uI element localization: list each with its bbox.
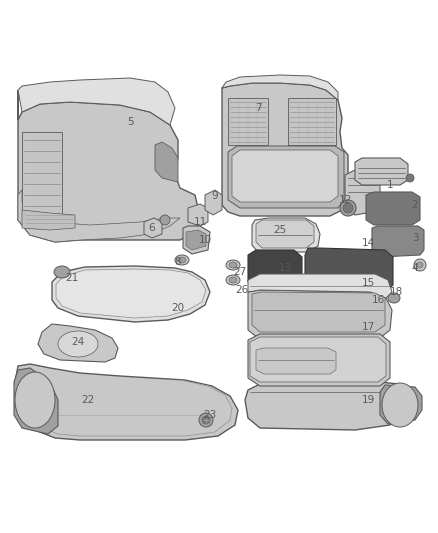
Polygon shape xyxy=(183,226,210,254)
Polygon shape xyxy=(222,83,348,216)
Polygon shape xyxy=(228,98,268,145)
Text: 20: 20 xyxy=(171,303,184,313)
Polygon shape xyxy=(228,146,344,208)
Text: 27: 27 xyxy=(233,267,247,277)
Polygon shape xyxy=(372,226,424,257)
Ellipse shape xyxy=(343,203,353,213)
Polygon shape xyxy=(18,90,200,242)
Polygon shape xyxy=(232,150,338,202)
Text: 8: 8 xyxy=(175,257,181,267)
Polygon shape xyxy=(38,324,118,362)
Text: 2: 2 xyxy=(412,200,418,210)
Polygon shape xyxy=(250,337,386,382)
Text: 9: 9 xyxy=(212,191,218,201)
Polygon shape xyxy=(366,192,420,225)
Polygon shape xyxy=(380,385,422,424)
Text: 17: 17 xyxy=(361,322,374,332)
Ellipse shape xyxy=(417,262,423,268)
Text: 12: 12 xyxy=(339,195,352,205)
Polygon shape xyxy=(22,132,62,225)
Polygon shape xyxy=(52,266,210,322)
Ellipse shape xyxy=(175,255,189,265)
Ellipse shape xyxy=(229,262,237,268)
Ellipse shape xyxy=(382,383,418,427)
Polygon shape xyxy=(222,75,338,100)
Text: 19: 19 xyxy=(361,395,374,405)
Ellipse shape xyxy=(199,413,213,427)
Ellipse shape xyxy=(160,215,170,225)
Ellipse shape xyxy=(406,174,414,182)
Text: 6: 6 xyxy=(148,223,155,233)
Polygon shape xyxy=(252,218,320,252)
Polygon shape xyxy=(248,334,390,386)
Ellipse shape xyxy=(202,416,210,424)
Ellipse shape xyxy=(226,275,240,285)
Polygon shape xyxy=(248,274,392,298)
Text: 4: 4 xyxy=(412,263,418,273)
Polygon shape xyxy=(355,158,408,185)
Text: 23: 23 xyxy=(203,410,217,420)
Polygon shape xyxy=(305,248,393,292)
Text: 14: 14 xyxy=(361,238,374,248)
Text: 22: 22 xyxy=(81,395,95,405)
Ellipse shape xyxy=(226,260,240,270)
Ellipse shape xyxy=(388,293,400,303)
Polygon shape xyxy=(252,292,385,332)
Text: 24: 24 xyxy=(71,337,85,347)
Ellipse shape xyxy=(178,257,186,263)
Polygon shape xyxy=(144,218,162,238)
Ellipse shape xyxy=(229,277,237,283)
Polygon shape xyxy=(14,368,58,434)
Ellipse shape xyxy=(15,372,55,428)
Text: 25: 25 xyxy=(273,225,286,235)
Polygon shape xyxy=(155,142,178,182)
Polygon shape xyxy=(345,170,380,215)
Text: 26: 26 xyxy=(235,285,249,295)
Text: 13: 13 xyxy=(279,263,292,273)
Polygon shape xyxy=(288,98,336,145)
Ellipse shape xyxy=(54,266,70,278)
Ellipse shape xyxy=(58,331,98,357)
Text: 5: 5 xyxy=(127,117,133,127)
Text: 18: 18 xyxy=(389,287,403,297)
Polygon shape xyxy=(22,210,75,230)
Polygon shape xyxy=(188,204,208,226)
Polygon shape xyxy=(248,250,302,288)
Ellipse shape xyxy=(414,259,426,271)
Polygon shape xyxy=(256,348,336,374)
Polygon shape xyxy=(205,190,222,215)
Polygon shape xyxy=(256,220,314,248)
Text: 15: 15 xyxy=(361,278,374,288)
Ellipse shape xyxy=(340,200,356,216)
Text: 1: 1 xyxy=(387,180,393,190)
Polygon shape xyxy=(248,290,392,338)
Polygon shape xyxy=(56,269,206,318)
Text: 7: 7 xyxy=(254,103,261,113)
Polygon shape xyxy=(18,190,180,242)
Polygon shape xyxy=(15,364,238,440)
Text: 10: 10 xyxy=(198,235,212,245)
Polygon shape xyxy=(245,382,418,430)
Polygon shape xyxy=(186,230,206,250)
Text: 11: 11 xyxy=(193,217,207,227)
Polygon shape xyxy=(18,78,175,125)
Text: 21: 21 xyxy=(65,273,79,283)
Text: 3: 3 xyxy=(412,233,418,243)
Text: 16: 16 xyxy=(371,295,385,305)
